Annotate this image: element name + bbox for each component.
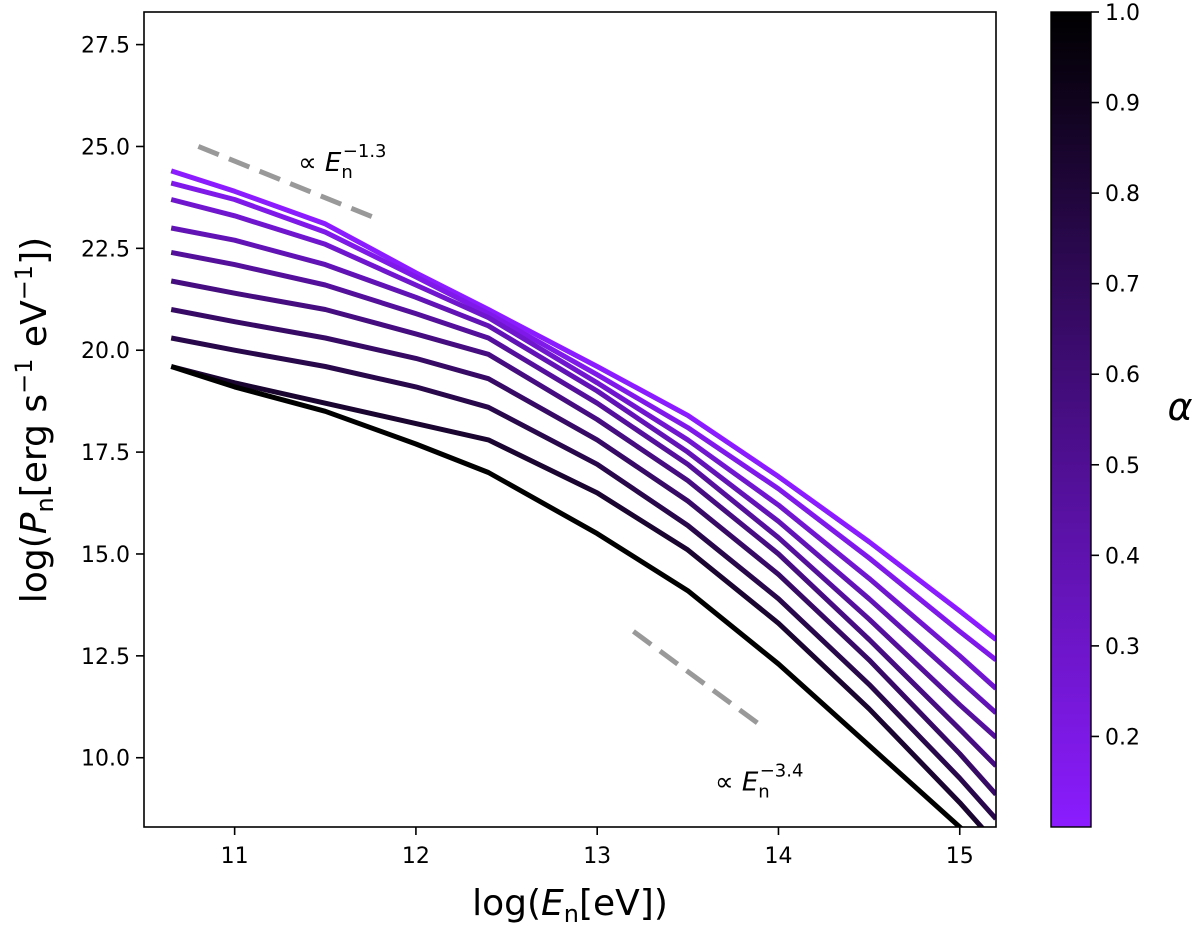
colorbar-tick-label: 1.0 [1105, 1, 1140, 26]
x-tick-label: 14 [764, 844, 792, 869]
colorbar-tick-label: 0.6 [1105, 363, 1140, 388]
series-line-0-9 [170, 364, 985, 827]
x-tick-label: 13 [583, 844, 611, 869]
series-group [170, 168, 996, 827]
series-line-0-1 [170, 168, 996, 642]
series-line-0-5 [170, 249, 996, 740]
series-line-0-3 [170, 197, 996, 691]
slope-high-label: ∝ En−3.4 [715, 760, 803, 802]
colorbar-tick-label: 0.9 [1105, 92, 1140, 117]
colorbar-tick-label: 0.2 [1105, 725, 1140, 750]
plot-frame [143, 11, 997, 828]
y-tick-label: 10.0 [81, 747, 130, 772]
series-line-0-4 [170, 225, 996, 715]
x-tick-label: 11 [221, 844, 249, 869]
x-tick-label: 15 [946, 844, 974, 869]
y-tick-label: 20.0 [81, 339, 130, 364]
colorbar-tick-label: 0.4 [1105, 544, 1140, 569]
series-line-0-2 [170, 180, 996, 662]
slope-high-guide-line [631, 629, 762, 728]
colorbar-tick-label: 0.3 [1105, 635, 1140, 660]
y-tick-label: 15.0 [81, 543, 130, 568]
colorbar-tick-label: 0.5 [1105, 454, 1140, 479]
y-axis-label: log(Pn[erg s−1 eV−1]) [10, 237, 59, 603]
series-line-0-7 [170, 307, 996, 797]
colorbar-tick-label: 0.7 [1105, 273, 1140, 298]
y-tick-label: 25.0 [81, 135, 130, 160]
colorbar [1050, 11, 1092, 828]
y-tick-label: 27.5 [81, 34, 130, 59]
y-tick-label: 22.5 [81, 237, 130, 262]
x-axis-label: log(En[eV]) [472, 883, 668, 927]
colorbar-ticks: 0.2 0.3 0.4 0.5 0.6 0.7 0.8 0.9 1.0 [1091, 1, 1140, 750]
slope-low-label: ∝ En−1.3 [298, 141, 386, 183]
series-line-0-8 [170, 335, 996, 821]
series-line-1 [170, 364, 964, 827]
y-tick-label: 17.5 [81, 441, 130, 466]
annotation-group: ∝ En−1.3 ∝ En−3.4 [197, 141, 803, 802]
colorbar-tick-label: 0.8 [1105, 182, 1140, 207]
y-tick-label: 12.5 [81, 645, 130, 670]
x-tick-label: 12 [402, 844, 430, 869]
series-line-0-6 [170, 278, 996, 768]
x-axis-ticks: 11 12 13 14 15 [221, 827, 974, 869]
colorbar-label: α [1167, 385, 1192, 429]
y-axis-ticks: 10.0 12.5 15.0 17.5 20.0 22.5 25.0 27.5 [81, 34, 144, 772]
